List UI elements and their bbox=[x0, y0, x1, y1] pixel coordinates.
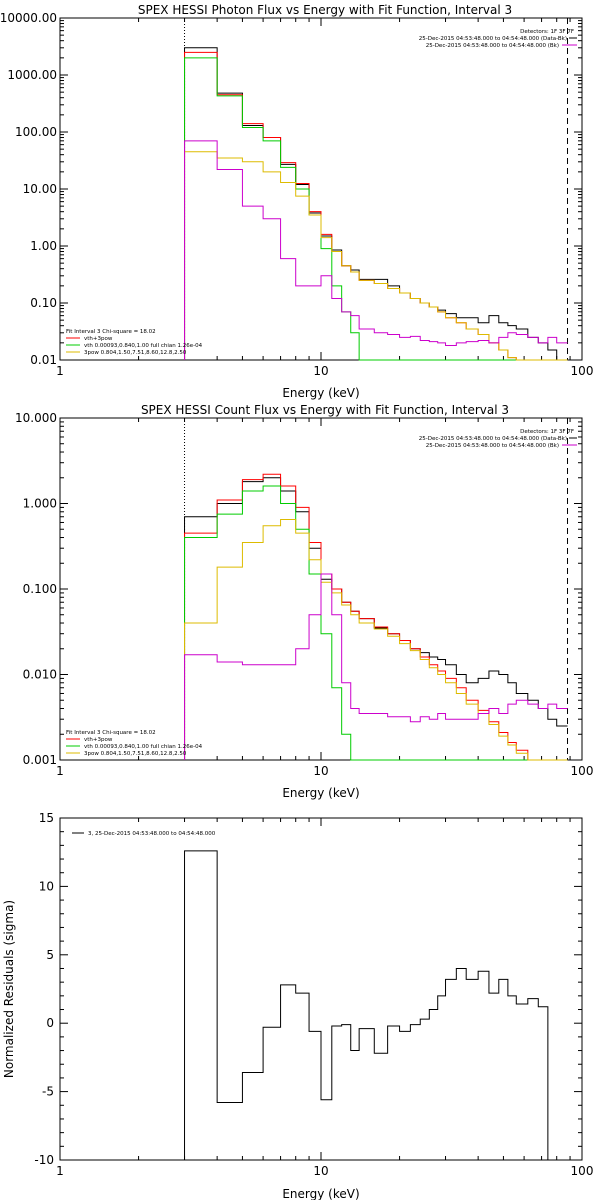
y-tick-label: 15 bbox=[39, 811, 54, 825]
header-line-detectors: Detectors: 1F 3F 7F bbox=[520, 429, 574, 435]
y-tick-label: 10.00 bbox=[23, 182, 57, 196]
axis-ticks bbox=[59, 17, 583, 361]
y-tick-label: 10 bbox=[39, 879, 54, 893]
y-tick-label: 0.10 bbox=[30, 296, 57, 310]
header-text: Detectors: 1F 3F 7F 25-Dec-2015 04:53:48… bbox=[419, 29, 577, 49]
x-tick-label: 10 bbox=[313, 1164, 328, 1178]
x-tick-label: 10 bbox=[313, 764, 328, 778]
y-tick-label: 0.01 bbox=[30, 353, 57, 367]
count-flux-panel: SPEX HESSI Count Flux vs Energy with Fit… bbox=[15, 403, 593, 800]
y-tick-label: 0.001 bbox=[23, 753, 57, 767]
x-tick-labels: 1 10 100 bbox=[56, 1164, 593, 1178]
x-tick-label: 100 bbox=[571, 1164, 594, 1178]
x-tick-label: 1 bbox=[56, 364, 64, 378]
photon-flux-panel: SPEX HESSI Photon Flux vs Energy with Fi… bbox=[0, 3, 593, 400]
legend: 3, 25-Dec-2015 04:53:48.000 to 04:54:48.… bbox=[72, 831, 216, 837]
legend-3pow: 3pow 0.804,1.50,7.51,8.60,12.8,2.50 bbox=[84, 350, 187, 356]
axis-ticks bbox=[59, 817, 583, 1161]
x-tick-label: 100 bbox=[571, 764, 594, 778]
y-tick-label: 0.100 bbox=[23, 582, 57, 596]
y-tick-label: 0 bbox=[46, 1016, 54, 1030]
axis-ticks bbox=[59, 417, 583, 761]
series-3pow bbox=[184, 151, 568, 361]
x-tick-label: 10 bbox=[313, 364, 328, 378]
x-tick-labels: 1 10 100 bbox=[56, 364, 593, 378]
y-tick-label: 0.010 bbox=[23, 668, 57, 682]
legend: Fit Interval 3 Chi-square = 18.02 vth+3p… bbox=[66, 730, 203, 757]
header-line-data: 25-Dec-2015 04:53:48.000 to 04:54:48.000… bbox=[419, 436, 567, 442]
series-3-25-dec-2015-04-53-48-000-to-04-54-48-000 bbox=[184, 850, 568, 1161]
x-axis-label: Energy (keV) bbox=[282, 786, 359, 800]
series-marks bbox=[184, 18, 569, 361]
y-tick-label: -5 bbox=[42, 1085, 54, 1099]
y-tick-label: -10 bbox=[34, 1153, 54, 1167]
legend-fit-info: Fit Interval 3 Chi-square = 18.02 bbox=[66, 730, 156, 736]
series-vth bbox=[184, 485, 568, 761]
x-tick-label: 1 bbox=[56, 1164, 64, 1178]
x-axis-label: Energy (keV) bbox=[282, 1187, 359, 1200]
series-data-bk bbox=[184, 477, 568, 760]
y-axis-label: Normalized Residuals (sigma) bbox=[2, 900, 16, 1078]
legend-fit-info: Fit Interval 3 Chi-square = 18.02 bbox=[66, 329, 156, 335]
series-bk bbox=[184, 140, 568, 360]
legend: Fit Interval 3 Chi-square = 18.02 vth+3p… bbox=[66, 329, 203, 356]
y-tick-label: 1.000 bbox=[23, 497, 57, 511]
x-tick-labels: 1 10 100 bbox=[56, 764, 593, 778]
y-tick-labels: 15 10 5 0 -5 -10 bbox=[34, 811, 54, 1167]
chart-title: SPEX HESSI Photon Flux vs Energy with Fi… bbox=[138, 3, 512, 17]
y-tick-label: 100.00 bbox=[15, 125, 57, 139]
header-text: Detectors: 1F 3F 7F 25-Dec-2015 04:53:48… bbox=[419, 429, 577, 449]
legend-vth: vth 0.00093,0.840,1.00 full chian 1.26e-… bbox=[84, 343, 203, 349]
header-line-data: 25-Dec-2015 04:53:48.000 to 04:54:48.000… bbox=[419, 36, 567, 42]
residuals-panel: 15 10 5 0 -5 -10 1 10 100 Energy (keV) Normaliz… bbox=[2, 811, 593, 1200]
x-tick-label: 1 bbox=[56, 764, 64, 778]
legend-vth: vth 0.00093,0.840,1.00 full chian 1.26e-… bbox=[84, 744, 203, 750]
y-tick-labels: 10000.00 1000.00 100.00 10.00 1.00 0.10 0.01 bbox=[0, 11, 57, 367]
chart-title: SPEX HESSI Count Flux vs Energy with Fit… bbox=[141, 403, 509, 417]
x-axis-label: Energy (keV) bbox=[282, 386, 359, 400]
y-tick-label: 5 bbox=[46, 948, 54, 962]
y-tick-label: 10.000 bbox=[15, 411, 57, 425]
legend-3pow: 3pow 0.804,1.50,7.51,8.60,12.8,2.50 bbox=[84, 751, 187, 757]
plot-frame bbox=[59, 17, 583, 361]
series-marks bbox=[184, 850, 568, 1161]
series-vth bbox=[184, 57, 568, 361]
header-line-bk: 25-Dec-2015 04:53:48.000 to 04:54:48.000… bbox=[426, 43, 559, 49]
x-tick-label: 100 bbox=[571, 364, 594, 378]
legend-vth-3pow: vth+3pow bbox=[84, 336, 113, 342]
series-3pow bbox=[184, 519, 568, 761]
legend-residual-series: 3, 25-Dec-2015 04:53:48.000 to 04:54:48.… bbox=[88, 831, 216, 837]
legend-vth-3pow: vth+3pow bbox=[84, 737, 113, 743]
series-bk bbox=[184, 573, 568, 760]
header-line-detectors: Detectors: 1F 3F 7F bbox=[520, 29, 574, 35]
header-line-bk: 25-Dec-2015 04:53:48.000 to 04:54:48.000… bbox=[426, 443, 559, 449]
y-tick-labels: 10.000 1.000 0.100 0.010 0.001 bbox=[15, 411, 57, 767]
y-tick-label: 10000.00 bbox=[0, 11, 57, 25]
series-marks bbox=[184, 418, 569, 761]
plot-frame bbox=[59, 817, 583, 1161]
y-tick-label: 1.00 bbox=[30, 239, 57, 253]
series-vth-3pow bbox=[184, 473, 568, 761]
y-tick-label: 1000.00 bbox=[7, 68, 57, 82]
